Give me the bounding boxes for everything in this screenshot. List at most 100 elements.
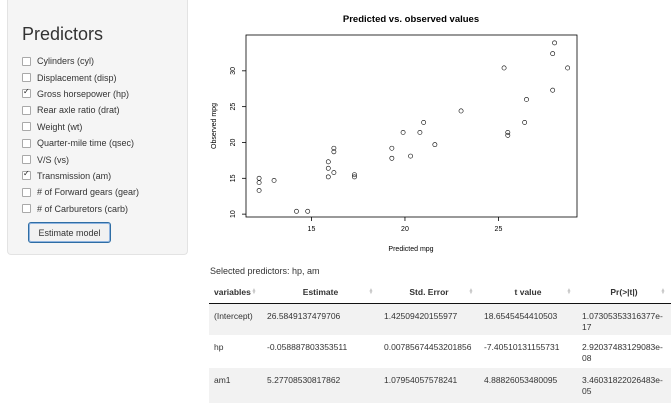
predictor-option[interactable]: Transmission (am) bbox=[22, 168, 139, 184]
predictor-checkbox[interactable] bbox=[22, 204, 31, 214]
column-header-label: t value bbox=[514, 287, 542, 297]
table-row: am1 5.27708530817862 1.07954057578241 4.888… bbox=[209, 368, 671, 403]
predictor-checkbox-group: Cylinders (cyl) Displacement (disp) Gross … bbox=[22, 53, 139, 217]
column-header-label: variables bbox=[214, 287, 251, 297]
selected-predictors-text: Selected predictors: hp, am bbox=[210, 266, 320, 276]
predictor-checkbox[interactable] bbox=[22, 187, 31, 197]
data-point bbox=[524, 97, 529, 102]
predictor-checkbox[interactable] bbox=[22, 56, 31, 66]
predictor-label: # of Carburetors (carb) bbox=[37, 203, 129, 214]
predictor-checkbox[interactable] bbox=[22, 169, 31, 181]
predictor-option[interactable]: Cylinders (cyl) bbox=[22, 53, 139, 69]
sort-icon[interactable]: ▲▼ bbox=[368, 287, 374, 293]
predictor-label: Quarter-mile time (qsec) bbox=[37, 138, 135, 149]
data-point bbox=[505, 130, 511, 135]
data-point bbox=[325, 165, 331, 171]
x-axis-label: Predicted mpg bbox=[388, 246, 433, 253]
sort-icon[interactable]: ▲▼ bbox=[566, 287, 572, 293]
predictor-option[interactable]: V/S (vs) bbox=[22, 151, 139, 167]
data-point bbox=[421, 120, 427, 125]
x-tick-label: 25 bbox=[495, 226, 503, 233]
table-header-row: variables ▲▼ Estimate ▲▼ Std. Error ▲▼ t value… bbox=[209, 281, 671, 304]
column-header[interactable]: Std. Error ▲▼ bbox=[379, 281, 479, 304]
sort-icon[interactable]: ▲▼ bbox=[468, 287, 474, 293]
table-cell: am1 bbox=[209, 368, 262, 403]
data-point bbox=[325, 159, 331, 165]
scatter-plot: Predicted vs. observed values 15 20 25 10 15 2… bbox=[211, 14, 578, 253]
data-point bbox=[331, 170, 337, 175]
column-header[interactable]: Pr(>|t|) ▲▼ bbox=[577, 281, 671, 304]
data-point bbox=[331, 149, 337, 155]
data-point bbox=[501, 65, 507, 71]
column-header[interactable]: Estimate ▲▼ bbox=[262, 281, 379, 304]
predictor-label: V/S (vs) bbox=[37, 154, 70, 165]
table-cell: 1.07305353316377e-17 bbox=[577, 303, 671, 335]
data-point bbox=[352, 172, 357, 178]
predictor-checkbox[interactable] bbox=[22, 105, 31, 115]
table-cell: 3.46031822026483e-05 bbox=[577, 368, 671, 403]
table-cell: 5.27708530817862 bbox=[262, 368, 379, 403]
predictor-option[interactable]: Gross horsepower (hp) bbox=[22, 86, 139, 102]
predictor-checkbox[interactable] bbox=[22, 122, 31, 132]
data-point bbox=[565, 65, 571, 71]
data-point bbox=[458, 108, 464, 114]
table-cell: hp bbox=[214, 342, 224, 352]
predictor-label: # of Forward gears (gear) bbox=[37, 187, 140, 198]
sort-icon[interactable]: ▲▼ bbox=[660, 287, 666, 293]
predictor-option[interactable]: # of Forward gears (gear) bbox=[22, 184, 139, 200]
data-point bbox=[389, 155, 395, 161]
predictor-label: Gross horsepower (hp) bbox=[37, 88, 130, 99]
table-row: (Intercept) 26.5849137479706 1.42509420155… bbox=[209, 303, 671, 335]
predictor-checkbox[interactable] bbox=[22, 155, 31, 165]
predictor-option[interactable]: Displacement (disp) bbox=[22, 69, 139, 85]
sidebar-title: Predictors bbox=[22, 24, 104, 44]
data-point bbox=[505, 132, 511, 138]
table-cell: (Intercept) bbox=[209, 303, 262, 335]
data-point bbox=[256, 175, 262, 181]
predictor-option[interactable]: Weight (wt) bbox=[22, 119, 139, 135]
predictor-option[interactable]: Rear axle ratio (drat) bbox=[22, 102, 139, 118]
data-point bbox=[400, 130, 406, 135]
predictor-label: Cylinders (cyl) bbox=[37, 56, 95, 67]
table-cell: -7.40510131155731 bbox=[484, 342, 560, 352]
table-cell: 18.6545454410503 bbox=[479, 303, 577, 335]
table-cell: 4.88826053480095 bbox=[479, 368, 577, 403]
column-header-label: Estimate bbox=[302, 287, 339, 297]
table-cell: 0.00785674453201856 bbox=[384, 342, 472, 352]
data-point bbox=[408, 153, 413, 159]
data-point bbox=[331, 145, 337, 151]
predictor-label: Weight (wt) bbox=[37, 121, 83, 132]
x-tick-label: 15 bbox=[308, 226, 316, 233]
data-point bbox=[552, 40, 557, 46]
predictor-label: Displacement (disp) bbox=[37, 72, 117, 83]
predictor-checkbox[interactable] bbox=[22, 87, 31, 99]
predictor-option[interactable]: Quarter-mile time (qsec) bbox=[22, 135, 139, 151]
estimate-model-button[interactable]: Estimate model bbox=[28, 222, 111, 243]
x-tick-label: 20 bbox=[401, 226, 409, 233]
predictor-option[interactable]: # of Carburetors (carb) bbox=[22, 201, 139, 217]
column-header[interactable]: variables ▲▼ bbox=[209, 281, 262, 304]
data-point bbox=[256, 180, 262, 186]
table-cell: 1.42509420155977 bbox=[379, 303, 479, 335]
y-axis-label: Observed mpg bbox=[211, 103, 218, 149]
y-tick-label: 15 bbox=[230, 174, 237, 182]
predictor-checkbox[interactable] bbox=[22, 138, 31, 148]
predictor-label: Rear axle ratio (drat) bbox=[37, 105, 120, 116]
column-header-label: Pr(>|t|) bbox=[610, 287, 638, 297]
data-point bbox=[389, 145, 395, 151]
sort-icon[interactable]: ▲▼ bbox=[251, 287, 257, 293]
table-cell: 26.5849137479706 bbox=[262, 303, 379, 335]
table-cell: -0.058887803353511 bbox=[267, 342, 348, 352]
column-header-label: Std. Error bbox=[409, 287, 449, 297]
data-point bbox=[432, 142, 438, 148]
table-row: hp -0.058887803353511 0.00785674453201856 -… bbox=[209, 335, 671, 368]
data-point bbox=[522, 120, 528, 125]
y-tick-label: 25 bbox=[230, 103, 237, 111]
chart-title: Predicted vs. observed values bbox=[343, 14, 479, 25]
predictor-checkbox[interactable] bbox=[22, 73, 31, 83]
y-tick-label: 20 bbox=[230, 138, 237, 146]
column-header[interactable]: t value ▲▼ bbox=[479, 281, 577, 304]
data-point bbox=[271, 178, 277, 183]
data-point bbox=[550, 51, 556, 57]
table-cell: 2.92037483129083e-08 bbox=[582, 342, 663, 363]
